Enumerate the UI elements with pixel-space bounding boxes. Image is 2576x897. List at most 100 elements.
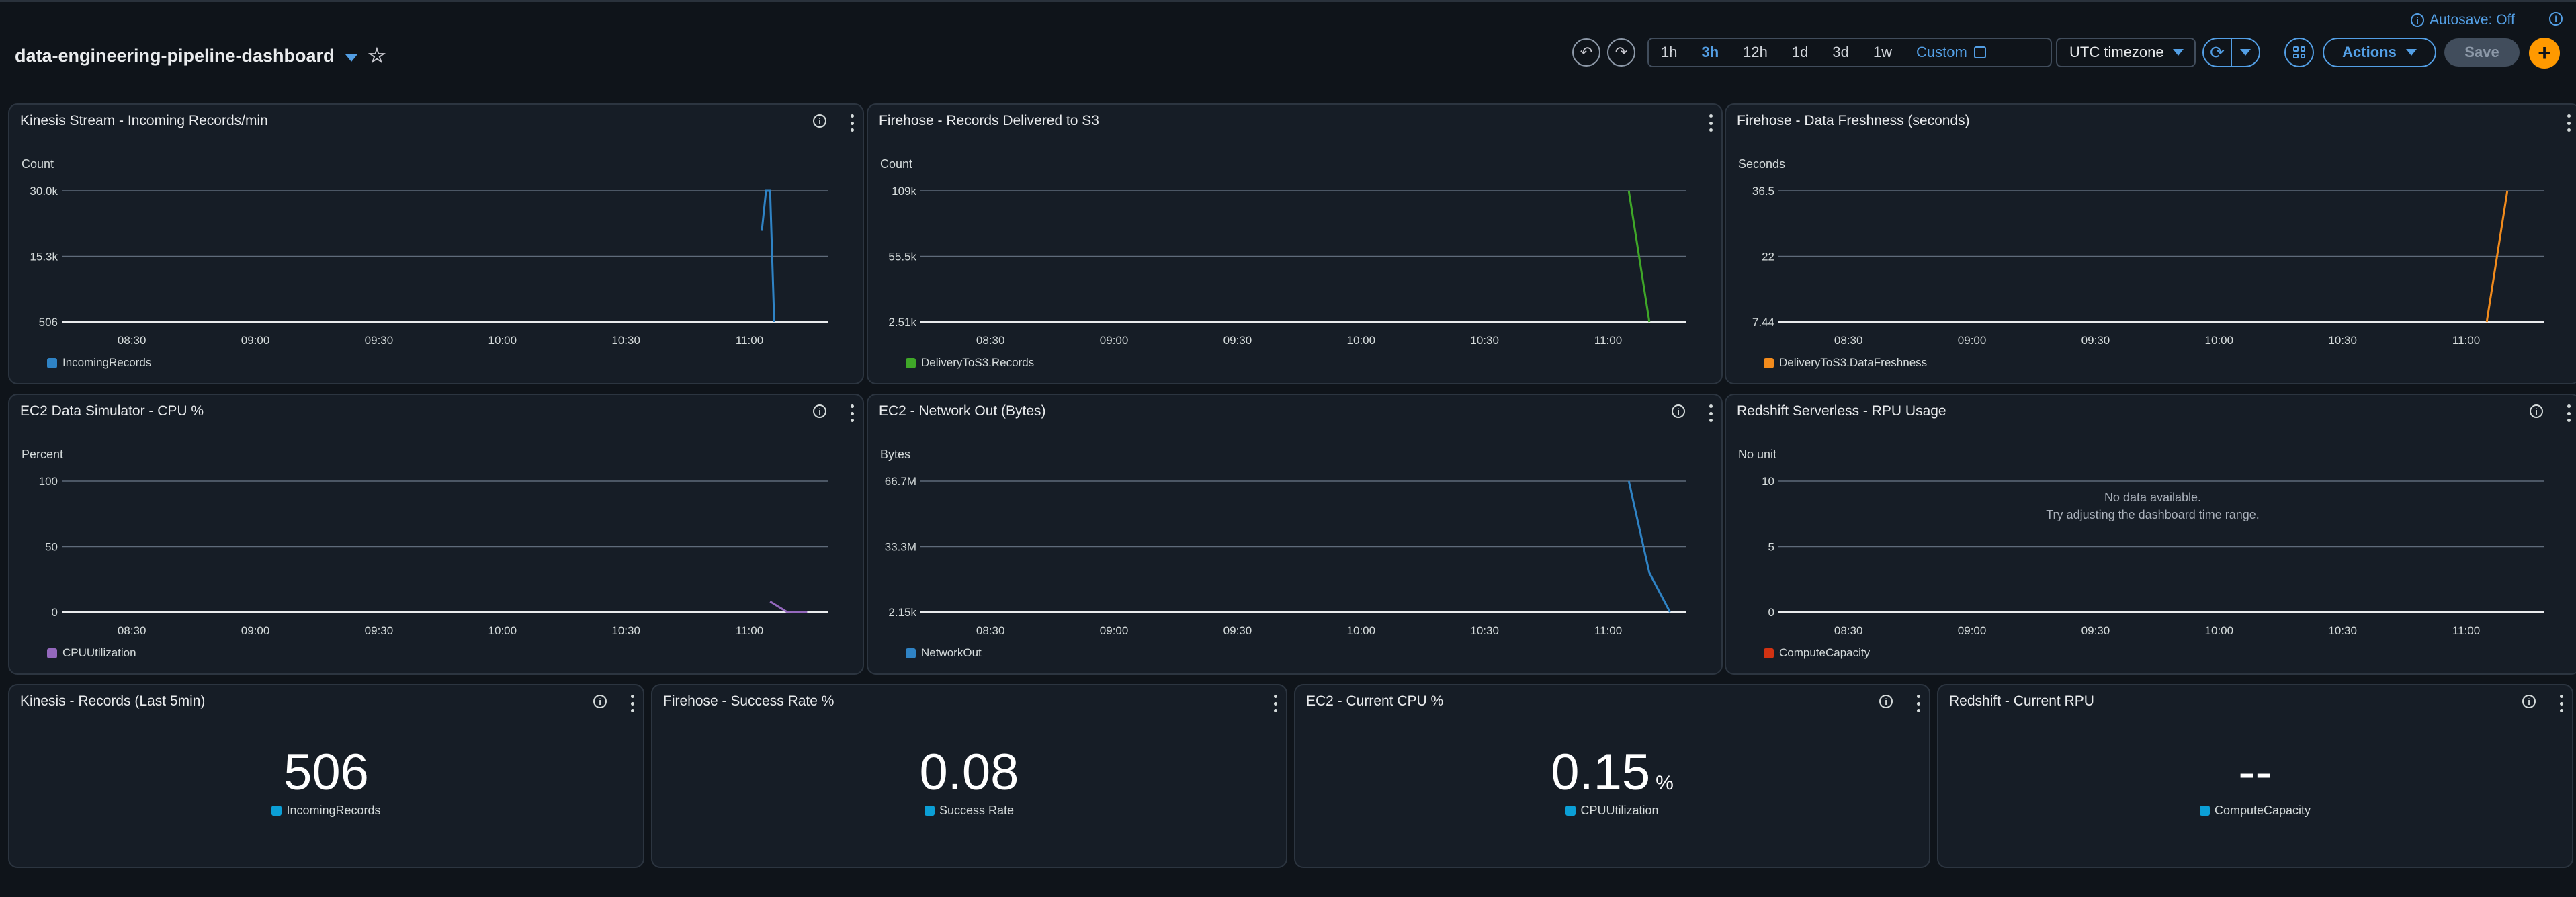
widget-info-icon[interactable]: i <box>1672 404 1685 418</box>
range-custom[interactable]: Custom <box>1904 39 1998 66</box>
widget-info-icon[interactable]: i <box>1879 695 1893 708</box>
widget-title: EC2 - Current CPU % <box>1306 693 1444 709</box>
widget-menu-icon[interactable] <box>2561 114 2576 132</box>
range-1d[interactable]: 1d <box>1791 44 1809 60</box>
timezone-select[interactable]: UTC timezone <box>2056 38 2196 67</box>
legend-swatch <box>906 357 916 368</box>
y-tick-label: 2.15k <box>888 606 916 619</box>
help-info-icon[interactable]: i <box>2549 12 2563 26</box>
widget-info-icon[interactable]: i <box>2530 404 2543 418</box>
no-data-hint: Try adjusting the dashboard time range. <box>2046 508 2260 521</box>
favorite-star-icon[interactable]: ☆ <box>368 44 386 67</box>
widget-menu-icon[interactable] <box>1267 695 1283 712</box>
widget-menu-icon[interactable] <box>624 695 640 712</box>
range-3d[interactable]: 3d <box>1832 44 1849 60</box>
widget-info-icon[interactable]: i <box>813 114 826 128</box>
metric-legend: Success Rate <box>652 804 1286 818</box>
widget-title: Firehose - Records Delivered to S3 <box>879 113 1099 128</box>
autosave-toggle[interactable]: i Autosave: Off <box>2411 12 2515 28</box>
x-tick-label: 10:30 <box>1470 334 1499 347</box>
widget-menu-icon[interactable] <box>844 114 860 132</box>
legend-item[interactable]: DeliveryToS3.DataFreshness <box>1764 356 1927 370</box>
refresh-options-button[interactable] <box>2232 39 2259 66</box>
y-tick-label: 33.3M <box>885 541 916 554</box>
metric-value: 0.15% <box>1295 747 1929 798</box>
range-1h[interactable]: 1h <box>1661 44 1678 60</box>
number-widget-firehose-success-rate: Firehose - Success Rate % 0.08 Success Rat… <box>651 684 1287 868</box>
save-button[interactable]: Save <box>2444 38 2520 67</box>
timezone-label: UTC timezone <box>2069 44 2164 60</box>
widget-menu-icon[interactable] <box>2561 404 2576 422</box>
y-axis-unit-label: No unit <box>1738 447 1777 461</box>
legend-item[interactable]: DeliveryToS3.Records <box>906 356 1034 370</box>
timezone-caret-icon <box>2173 49 2184 56</box>
legend-item[interactable]: NetworkOut <box>906 646 982 660</box>
y-tick-label: 36.5 <box>1752 185 1774 198</box>
undo-button[interactable]: ↶ <box>1572 38 1600 67</box>
range-12h[interactable]: 12h <box>1743 44 1768 60</box>
y-tick-label: 506 <box>39 316 58 329</box>
undo-icon: ↶ <box>1580 44 1593 60</box>
range-1w[interactable]: 1w <box>1873 44 1892 60</box>
widget-firehose-data-freshness-seconds: Firehose - Data Freshness (seconds) Secon… <box>1725 103 2576 384</box>
actions-dropdown[interactable]: Actions <box>2323 38 2436 67</box>
legend-label: DeliveryToS3.DataFreshness <box>1779 356 1928 369</box>
line-chart: 0 50 100 08:30 09:00 09:30 10:00 10:30 11:00 <box>39 475 828 637</box>
x-tick-label: 09:00 <box>1100 624 1129 637</box>
dashboard-title[interactable]: data-engineering-pipeline-dashboard <box>15 46 335 66</box>
redo-icon: ↷ <box>1615 44 1628 60</box>
legend-item[interactable]: ComputeCapacity <box>1764 646 1870 660</box>
legend-item[interactable]: CPUUtilization <box>47 646 136 660</box>
metric-label: IncomingRecords <box>286 804 381 817</box>
x-tick-label: 10:30 <box>611 334 640 347</box>
number-widget-ec2-current-cpu: EC2 - Current CPU % i 0.15% CPUUtilization <box>1294 684 1930 868</box>
x-tick-label: 10:00 <box>488 624 517 637</box>
metric-value: 0.08 <box>652 747 1286 798</box>
x-tick-label: 09:30 <box>2081 334 2110 347</box>
x-tick-label: 09:00 <box>241 624 270 637</box>
y-tick-label: 0 <box>52 606 58 619</box>
widget-menu-icon[interactable] <box>1703 404 1719 422</box>
widget-menu-icon[interactable] <box>2553 695 2569 712</box>
legend-item[interactable]: IncomingRecords <box>47 356 151 370</box>
redo-button[interactable]: ↷ <box>1607 38 1635 67</box>
series-line <box>769 601 808 613</box>
widget-menu-icon[interactable] <box>1910 695 1926 712</box>
legend-swatch <box>906 648 916 658</box>
x-tick-label: 09:30 <box>2081 624 2110 637</box>
actions-label: Actions <box>2342 44 2397 60</box>
dashboard-switch-caret-icon[interactable] <box>345 54 357 62</box>
x-tick-label: 11:00 <box>2452 334 2480 347</box>
widget-ec2-network-out-bytes: EC2 - Network Out (Bytes) i Bytes 2.15k 33.3… <box>867 394 1723 675</box>
no-data-message: No data available. Try adjusting the dash… <box>1726 488 2576 523</box>
widget-info-icon[interactable]: i <box>593 695 607 708</box>
y-tick-label: 100 <box>39 475 58 488</box>
widget-title: Firehose - Data Freshness (seconds) <box>1737 113 1970 128</box>
metric-label: ComputeCapacity <box>2214 804 2311 817</box>
refresh-button[interactable]: ⟳ <box>2204 39 2232 66</box>
y-tick-label: 15.3k <box>30 251 58 263</box>
range-3h[interactable]: 3h <box>1701 44 1719 60</box>
y-tick-label: 22 <box>1762 251 1774 263</box>
x-tick-label: 11:00 <box>1594 334 1622 347</box>
widget-info-icon[interactable]: i <box>2522 695 2536 708</box>
y-tick-label: 30.0k <box>30 185 58 198</box>
y-tick-label: 0 <box>1768 606 1774 619</box>
metric-legend: IncomingRecords <box>9 804 643 818</box>
y-tick-label: 2.51k <box>888 316 916 329</box>
widget-info-icon[interactable]: i <box>813 404 826 418</box>
calendar-icon <box>1973 46 1986 58</box>
number-widget-redshift-current-rpu: Redshift - Current RPU i -- ComputeCapacity <box>1937 684 2573 868</box>
add-widget-button[interactable]: + <box>2529 38 2560 69</box>
widget-menu-icon[interactable] <box>844 404 860 422</box>
widget-title: Kinesis Stream - Incoming Records/min <box>20 113 268 128</box>
widget-title: Firehose - Success Rate % <box>663 693 834 709</box>
y-axis-unit-label: Percent <box>22 447 64 461</box>
number-widget-kinesis-records-last-5min: Kinesis - Records (Last 5min) i 506 Incomin… <box>8 684 644 868</box>
x-tick-label: 10:00 <box>1347 334 1376 347</box>
fullscreen-button[interactable] <box>2284 38 2314 67</box>
autosave-info-icon: i <box>2411 13 2424 27</box>
widget-title: Redshift - Current RPU <box>1949 693 2094 709</box>
widget-menu-icon[interactable] <box>1703 114 1719 132</box>
